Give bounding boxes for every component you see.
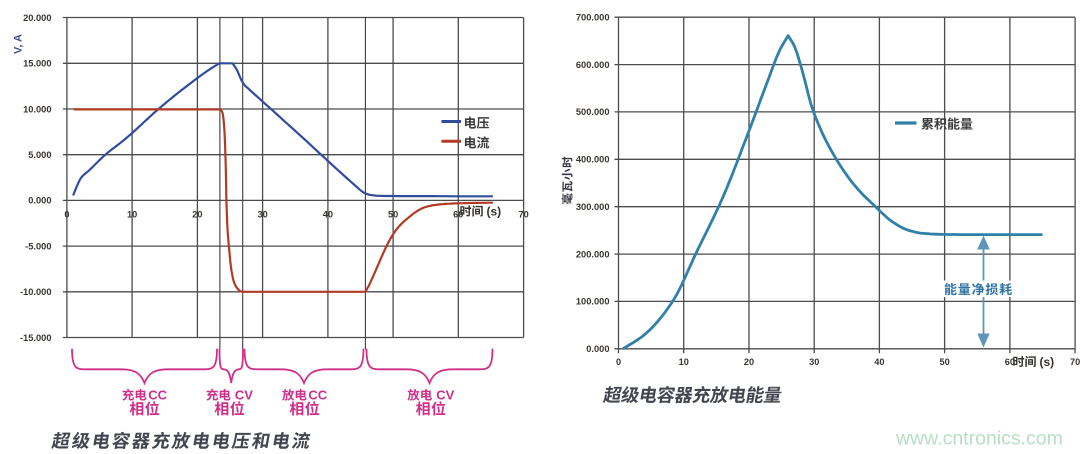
svg-text:10: 10 — [127, 210, 137, 220]
svg-text:0: 0 — [64, 210, 69, 220]
svg-text:40: 40 — [874, 357, 884, 367]
svg-text:100.000: 100.000 — [576, 297, 610, 307]
svg-text:600.000: 600.000 — [576, 60, 610, 70]
svg-text:70: 70 — [518, 210, 528, 220]
svg-text:10.000: 10.000 — [23, 104, 51, 114]
svg-text:CV: CV — [235, 388, 253, 403]
svg-text:200.000: 200.000 — [576, 249, 610, 259]
svg-text:10: 10 — [679, 357, 689, 367]
svg-text:0: 0 — [616, 357, 621, 367]
svg-text:20.000: 20.000 — [23, 13, 51, 23]
svg-text:(s): (s) — [487, 205, 502, 219]
svg-text:700.000: 700.000 — [576, 13, 610, 23]
svg-text:300.000: 300.000 — [576, 202, 610, 212]
svg-text:-5.000: -5.000 — [25, 241, 51, 251]
svg-text:15.000: 15.000 — [23, 59, 51, 69]
svg-text:400.000: 400.000 — [576, 155, 610, 165]
svg-text:-10.000: -10.000 — [20, 287, 52, 297]
svg-text:V, A: V, A — [13, 34, 25, 54]
svg-text:60: 60 — [453, 210, 463, 220]
svg-text:60: 60 — [1005, 357, 1015, 367]
svg-text:20: 20 — [744, 357, 754, 367]
svg-text:CV: CV — [436, 388, 454, 403]
svg-text:0.000: 0.000 — [28, 196, 51, 206]
svg-text:CC: CC — [148, 388, 167, 403]
svg-text:-15.000: -15.000 — [20, 333, 52, 343]
svg-text:0.000: 0.000 — [586, 344, 609, 354]
svg-text:20: 20 — [192, 210, 202, 220]
svg-text:50: 50 — [939, 357, 949, 367]
svg-text:40: 40 — [323, 210, 333, 220]
svg-text:www.cntronics.com: www.cntronics.com — [895, 428, 1063, 450]
svg-text:70: 70 — [1070, 357, 1080, 367]
svg-text:30: 30 — [257, 210, 267, 220]
svg-text:(s): (s) — [1040, 355, 1055, 369]
svg-text:30: 30 — [809, 357, 819, 367]
svg-text:5.000: 5.000 — [28, 150, 51, 160]
svg-text:50: 50 — [388, 210, 398, 220]
svg-text:500.000: 500.000 — [576, 107, 610, 117]
svg-text:CC: CC — [308, 388, 327, 403]
